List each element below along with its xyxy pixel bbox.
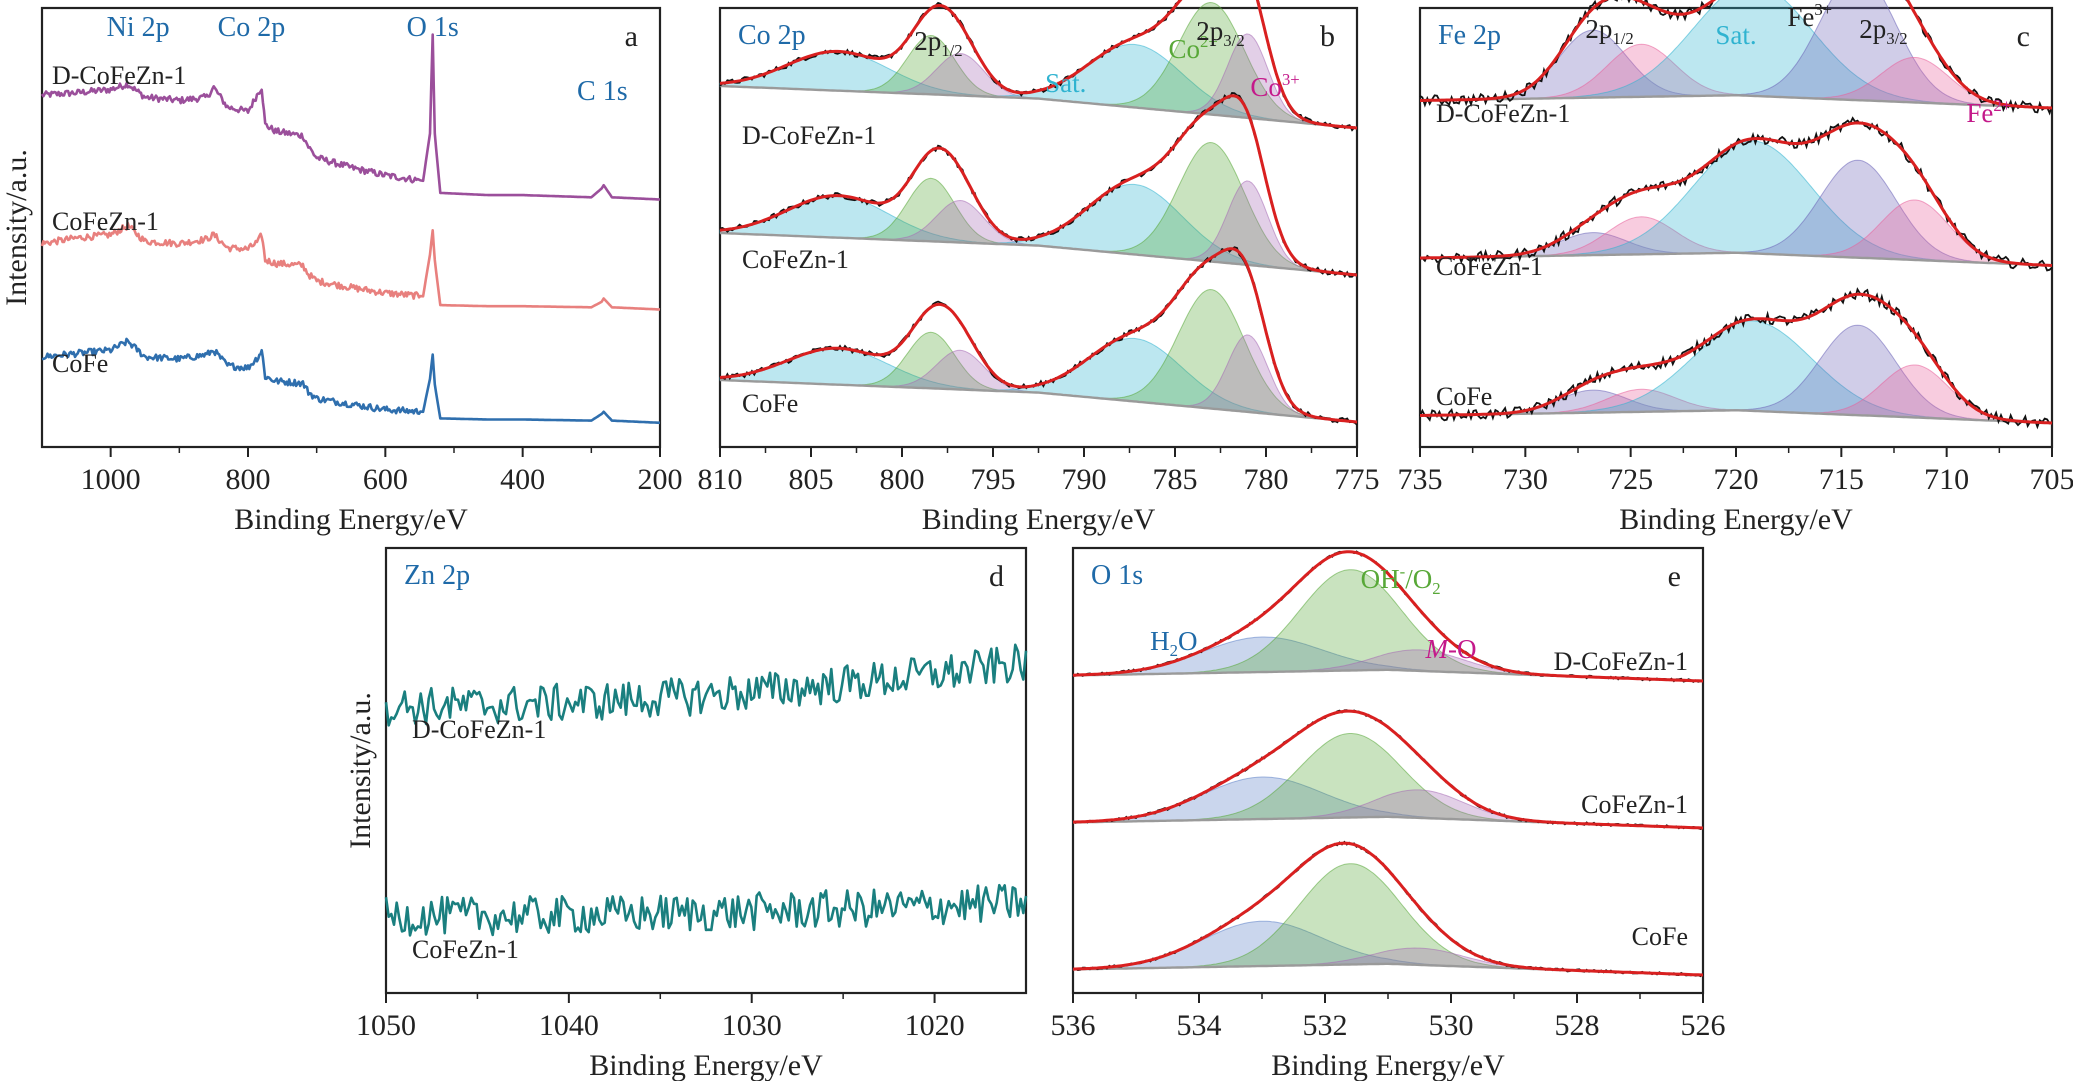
peak-annotation-Ni-2p: Ni 2p (107, 12, 170, 43)
peak-label-c-0-sub: 1/2 (1612, 29, 1633, 48)
x-tick-label-a-600: 600 (363, 463, 408, 496)
peak-label-e-0-text: H (1150, 626, 1170, 656)
x-tick-label-c-730: 730 (1503, 463, 1548, 496)
x-tick-label-d-1050: 1050 (356, 1009, 416, 1042)
x-tick-label-e-526: 526 (1681, 1009, 1726, 1042)
series-label-d-CoFeZn-1: CoFeZn-1 (412, 935, 519, 964)
panel-letter-c: c (2017, 20, 2030, 53)
peak-annotation-Co-2p: Co 2p (218, 12, 286, 43)
peak-label-b-0-text: 2p (914, 26, 941, 56)
panel-letter-a: a (625, 20, 638, 53)
panel-title-e: O 1s (1091, 560, 1143, 591)
x-tick-label-b-805: 805 (789, 463, 834, 496)
peak-label-b-1-text: Sat. (1045, 68, 1086, 98)
peak-label-c-1: Sat. (1715, 20, 1756, 50)
series-label-c-CoFe: CoFe (1436, 382, 1492, 411)
peak-label-e-2-tail: -O (1448, 634, 1477, 664)
peak-label-e-1-tail-sub: 2 (1432, 579, 1440, 598)
panel-title-b: Co 2p (738, 20, 806, 51)
x-axis-label-e: Binding Energy/eV (1271, 1049, 1505, 1081)
series-label-c-CoFeZn-1: CoFeZn-1 (1436, 252, 1543, 281)
y-axis-label-a: Intensity/a.u. (0, 149, 33, 306)
peak-label-e-2: M-O (1425, 634, 1477, 664)
x-tick-label-a-400: 400 (500, 463, 545, 496)
peak-label-e-1-tail: /O (1405, 564, 1432, 594)
x-tick-label-b-775: 775 (1335, 463, 1380, 496)
x-tick-label-b-790: 790 (1062, 463, 1107, 496)
peak-label-e-1-text: OH (1361, 564, 1400, 594)
y-axis-label-d: Intensity/a.u. (344, 692, 377, 849)
x-tick-label-c-735: 735 (1398, 463, 1443, 496)
peak-label-c-2-sup: 3+ (1814, 0, 1832, 19)
x-tick-label-d-1040: 1040 (539, 1009, 599, 1042)
series-label-d-D-CoFeZn-1: D-CoFeZn-1 (412, 715, 546, 744)
x-tick-label-b-795: 795 (971, 463, 1016, 496)
x-tick-label-c-705: 705 (2030, 463, 2073, 496)
x-tick-label-d-1020: 1020 (905, 1009, 965, 1042)
x-tick-label-e-534: 534 (1177, 1009, 1222, 1042)
panel-letter-b: b (1320, 20, 1335, 53)
x-tick-label-a-1000: 1000 (81, 463, 141, 496)
x-tick-label-e-530: 530 (1429, 1009, 1474, 1042)
x-tick-label-b-800: 800 (880, 463, 925, 496)
peak-label-e-0-tail: O (1178, 626, 1198, 656)
peak-label-e-0-sub: 2 (1170, 641, 1178, 660)
peak-label-b-3-sub: 3/2 (1223, 31, 1244, 50)
peak-label-c-3-sub: 3/2 (1886, 29, 1907, 48)
series-label-e-CoFe: CoFe (1632, 922, 1688, 951)
x-tick-label-c-725: 725 (1608, 463, 1653, 496)
x-tick-label-e-532: 532 (1303, 1009, 1348, 1042)
peak-label-c-4-text: Fe (1966, 98, 1993, 128)
peak-label-c-3-text: 2p (1859, 14, 1886, 44)
series-label-b-D-CoFeZn-1: D-CoFeZn-1 (742, 121, 876, 150)
peak-label-b-4-sup: 3+ (1282, 70, 1300, 89)
x-tick-label-e-536: 536 (1051, 1009, 1096, 1042)
x-axis-label-c: Binding Energy/eV (1619, 503, 1853, 536)
x-tick-label-c-710: 710 (1924, 463, 1969, 496)
peak-annotation-O-1s: O 1s (407, 12, 459, 43)
peak-label-b-0-sub: 1/2 (941, 41, 962, 60)
x-tick-label-b-785: 785 (1153, 463, 1198, 496)
panel-letter-d: d (989, 560, 1004, 593)
panel-title-c: Fe 2p (1438, 20, 1501, 51)
series-label-c-D-CoFeZn-1: D-CoFeZn-1 (1436, 99, 1570, 128)
series-label-b-CoFeZn-1: CoFeZn-1 (742, 245, 849, 274)
peak-label-b-1: Sat. (1045, 68, 1086, 98)
series-label-e-D-CoFeZn-1: D-CoFeZn-1 (1554, 647, 1688, 676)
series-label-a-CoFeZn-1: CoFeZn-1 (52, 207, 159, 236)
peak-label-e-2-text: M (1425, 634, 1450, 664)
series-label-a-CoFe: CoFe (52, 349, 108, 378)
series-label-b-CoFe: CoFe (742, 389, 798, 418)
peak-annotation-C-1s: C 1s (577, 76, 628, 107)
x-axis-label-d: Binding Energy/eV (589, 1049, 823, 1081)
x-tick-label-a-800: 800 (226, 463, 271, 496)
peak-label-b-4-text: Co (1250, 72, 1282, 102)
series-label-a-D-CoFeZn-1: D-CoFeZn-1 (52, 61, 186, 90)
panel-letter-e: e (1668, 560, 1681, 593)
x-tick-label-a-200: 200 (638, 463, 683, 496)
peak-label-b-3-text: 2p (1196, 16, 1223, 46)
peak-label-c-1-text: Sat. (1715, 20, 1756, 50)
x-axis-label-b: Binding Energy/eV (922, 503, 1156, 536)
peak-label-c-2-text: Fe (1787, 2, 1814, 32)
peak-label-c-4-sup: 2+ (1993, 96, 2011, 115)
x-tick-label-b-810: 810 (698, 463, 743, 496)
x-axis-label-a: Binding Energy/eV (234, 503, 468, 536)
x-tick-label-e-528: 528 (1555, 1009, 1600, 1042)
x-tick-label-c-720: 720 (1714, 463, 1759, 496)
x-tick-label-d-1030: 1030 (722, 1009, 782, 1042)
series-label-e-CoFeZn-1: CoFeZn-1 (1581, 790, 1688, 819)
x-tick-label-c-715: 715 (1819, 463, 1864, 496)
panel-title-d: Zn 2p (404, 560, 470, 591)
peak-label-c-0-text: 2p (1585, 14, 1612, 44)
x-tick-label-b-780: 780 (1244, 463, 1289, 496)
